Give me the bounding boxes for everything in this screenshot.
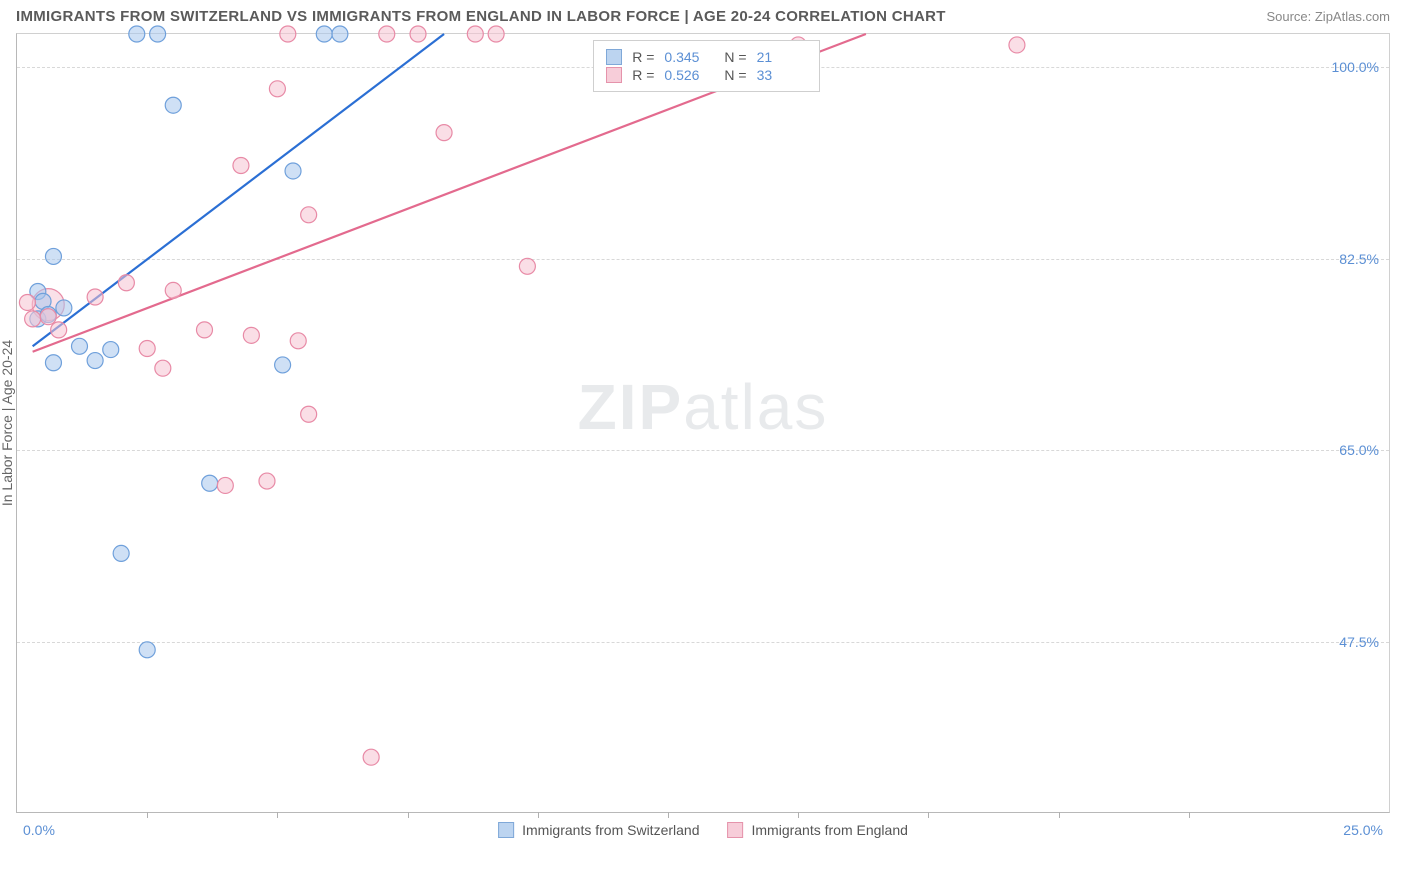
- scatter-plot: [17, 34, 1389, 812]
- data-point-england: [25, 311, 41, 327]
- legend-r-label: R =: [632, 67, 654, 83]
- data-point-england: [290, 333, 306, 349]
- data-point-switzerland: [202, 475, 218, 491]
- data-point-england: [118, 275, 134, 291]
- data-point-switzerland: [285, 163, 301, 179]
- chart-title: IMMIGRANTS FROM SWITZERLAND VS IMMIGRANT…: [16, 8, 946, 25]
- legend-label: Immigrants from Switzerland: [522, 822, 699, 838]
- series-legend: Immigrants from Switzerland Immigrants f…: [498, 822, 908, 838]
- correlation-legend: R = 0.345 N = 21 R = 0.526 N = 33: [593, 40, 819, 92]
- legend-r-value: 0.345: [664, 49, 714, 65]
- legend-swatch-icon: [606, 67, 622, 83]
- data-point-switzerland: [56, 300, 72, 316]
- data-point-england: [165, 282, 181, 298]
- x-tick-mark: [798, 812, 799, 818]
- data-point-england: [467, 26, 483, 42]
- data-point-england: [243, 327, 259, 343]
- data-point-england: [363, 749, 379, 765]
- data-point-switzerland: [71, 338, 87, 354]
- x-tick-mark: [928, 812, 929, 818]
- legend-n-value: 33: [757, 67, 807, 83]
- x-tick-mark: [668, 812, 669, 818]
- x-tick-mark: [538, 812, 539, 818]
- data-point-england: [87, 289, 103, 305]
- data-point-england: [155, 360, 171, 376]
- data-point-england: [40, 309, 56, 325]
- data-point-england: [259, 473, 275, 489]
- data-point-switzerland: [275, 357, 291, 373]
- data-point-england: [196, 322, 212, 338]
- legend-n-label: N =: [724, 49, 746, 65]
- data-point-england: [436, 125, 452, 141]
- data-point-england: [51, 322, 67, 338]
- data-point-switzerland: [113, 545, 129, 561]
- legend-r-value: 0.526: [664, 67, 714, 83]
- legend-n-label: N =: [724, 67, 746, 83]
- source-attribution: Source: ZipAtlas.com: [1266, 9, 1390, 24]
- legend-row-england: R = 0.526 N = 33: [606, 67, 806, 83]
- x-tick-mark: [277, 812, 278, 818]
- x-tick-mark: [147, 812, 148, 818]
- legend-n-value: 21: [757, 49, 807, 65]
- legend-item-switzerland: Immigrants from Switzerland: [498, 822, 699, 838]
- data-point-switzerland: [150, 26, 166, 42]
- legend-swatch-icon: [498, 822, 514, 838]
- data-point-england: [488, 26, 504, 42]
- x-tick-mark: [1189, 812, 1190, 818]
- data-point-england: [410, 26, 426, 42]
- legend-r-label: R =: [632, 49, 654, 65]
- data-point-switzerland: [165, 97, 181, 113]
- data-point-switzerland: [139, 642, 155, 658]
- data-point-england: [280, 26, 296, 42]
- x-tick-mark: [408, 812, 409, 818]
- x-tick-mark: [1059, 812, 1060, 818]
- data-point-england: [379, 26, 395, 42]
- y-axis-label: In Labor Force | Age 20-24: [0, 340, 15, 506]
- data-point-england: [1009, 37, 1025, 53]
- x-axis-max-label: 25.0%: [1343, 822, 1383, 838]
- data-point-england: [301, 207, 317, 223]
- data-point-switzerland: [316, 26, 332, 42]
- data-point-switzerland: [87, 353, 103, 369]
- legend-swatch-icon: [606, 49, 622, 65]
- data-point-england: [217, 477, 233, 493]
- data-point-england: [139, 340, 155, 356]
- data-point-switzerland: [45, 355, 61, 371]
- legend-label: Immigrants from England: [751, 822, 907, 838]
- chart-area: In Labor Force | Age 20-24 47.5%65.0%82.…: [16, 33, 1390, 813]
- x-axis-min-label: 0.0%: [23, 822, 55, 838]
- data-point-england: [301, 406, 317, 422]
- data-point-switzerland: [129, 26, 145, 42]
- legend-row-switzerland: R = 0.345 N = 21: [606, 49, 806, 65]
- data-point-switzerland: [103, 342, 119, 358]
- legend-swatch-icon: [727, 822, 743, 838]
- data-point-switzerland: [45, 248, 61, 264]
- data-point-england: [19, 294, 35, 310]
- data-point-england: [269, 81, 285, 97]
- data-point-england: [233, 157, 249, 173]
- data-point-switzerland: [332, 26, 348, 42]
- legend-item-england: Immigrants from England: [727, 822, 907, 838]
- data-point-england: [519, 258, 535, 274]
